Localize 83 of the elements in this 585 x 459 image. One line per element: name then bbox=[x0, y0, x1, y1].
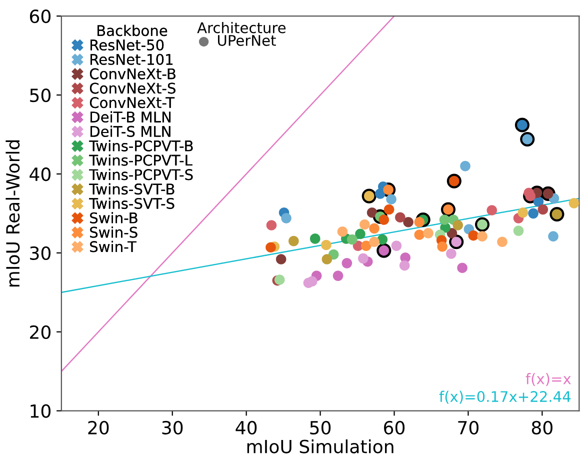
point bbox=[437, 241, 448, 252]
point bbox=[369, 236, 380, 248]
point bbox=[497, 236, 508, 248]
legend-label: Twins-PCPVT-L bbox=[89, 154, 192, 166]
point bbox=[391, 240, 402, 251]
point bbox=[377, 234, 388, 245]
text: f(x)=0.17x+22.44 bbox=[439, 390, 571, 404]
point bbox=[414, 230, 425, 240]
x-tick-label: 20 bbox=[88, 420, 109, 435]
y-tick-label: 60 bbox=[30, 10, 51, 24]
point bbox=[452, 220, 464, 230]
point bbox=[266, 220, 277, 230]
point bbox=[346, 234, 358, 245]
x-tick-label: 70 bbox=[458, 420, 478, 435]
legend-label: ConvNeXt-T bbox=[90, 97, 175, 108]
y-axis-title: mIoU Real-World bbox=[6, 140, 20, 286]
point bbox=[288, 236, 299, 246]
point bbox=[360, 240, 372, 251]
point bbox=[524, 188, 534, 198]
point bbox=[468, 230, 479, 241]
y-tick-label: 50 bbox=[30, 88, 51, 102]
x-tick-label: 80 bbox=[532, 420, 552, 435]
x-tick-label: 60 bbox=[384, 420, 405, 435]
legend-label: DeiT-B MLN bbox=[90, 111, 171, 123]
point bbox=[548, 231, 558, 242]
point bbox=[281, 213, 292, 224]
point bbox=[423, 228, 434, 238]
point bbox=[446, 228, 458, 238]
legend-label: ResNet-101 bbox=[90, 54, 173, 65]
point bbox=[355, 228, 366, 240]
point bbox=[486, 205, 498, 216]
x-tick-label: 50 bbox=[310, 420, 331, 435]
point bbox=[332, 270, 344, 281]
point bbox=[446, 248, 456, 259]
legend-label: Twins-PCPVT-B bbox=[89, 140, 193, 152]
point bbox=[568, 198, 580, 208]
x-tick-label: 40 bbox=[236, 420, 257, 435]
point bbox=[321, 240, 332, 250]
point bbox=[266, 242, 276, 253]
point bbox=[538, 204, 548, 215]
legend-label: Twins-PCPVT-S bbox=[89, 168, 193, 180]
legend-label: Twins-SVT-B bbox=[89, 183, 174, 195]
point bbox=[369, 223, 380, 234]
y-tick-label: 20 bbox=[30, 325, 51, 339]
x-tick-label: 30 bbox=[162, 420, 183, 435]
point bbox=[513, 226, 524, 236]
point bbox=[384, 204, 394, 215]
point bbox=[366, 207, 378, 218]
point bbox=[403, 216, 414, 228]
point bbox=[399, 260, 410, 271]
point bbox=[342, 258, 352, 268]
point bbox=[518, 207, 528, 218]
legend-label: Swin-S bbox=[90, 226, 138, 238]
point bbox=[307, 276, 318, 286]
x-axis-title: mIoU Simulation bbox=[247, 439, 394, 454]
point bbox=[457, 262, 468, 274]
point bbox=[310, 234, 320, 244]
legend-label: ResNet-50 bbox=[90, 39, 164, 51]
legend-title: Backbone bbox=[98, 24, 168, 36]
point bbox=[358, 253, 368, 264]
point bbox=[276, 254, 286, 264]
point bbox=[375, 188, 386, 199]
point bbox=[460, 160, 470, 172]
legend-label: Swin-T bbox=[90, 240, 136, 252]
point bbox=[360, 219, 370, 230]
point bbox=[337, 226, 348, 237]
legend-label: Swin-B bbox=[90, 212, 138, 224]
annotation: UPerNet bbox=[218, 35, 276, 46]
y-tick-label: 10 bbox=[30, 404, 51, 418]
point bbox=[386, 194, 396, 204]
legend-label: ConvNeXt-S bbox=[90, 82, 176, 94]
annotation: Architecture bbox=[197, 22, 286, 34]
y-tick-label: 30 bbox=[30, 246, 51, 260]
y-tick-label: 40 bbox=[30, 167, 51, 182]
legend-label: Twins-SVT-S bbox=[89, 198, 174, 209]
point bbox=[528, 208, 538, 219]
point bbox=[322, 254, 332, 264]
point bbox=[395, 212, 406, 223]
text: f(x)=x bbox=[526, 373, 571, 386]
point bbox=[477, 231, 488, 242]
point bbox=[439, 214, 450, 225]
legend-label: DeiT-S MLN bbox=[90, 126, 170, 137]
legend-label: ConvNeXt-B bbox=[90, 68, 176, 80]
